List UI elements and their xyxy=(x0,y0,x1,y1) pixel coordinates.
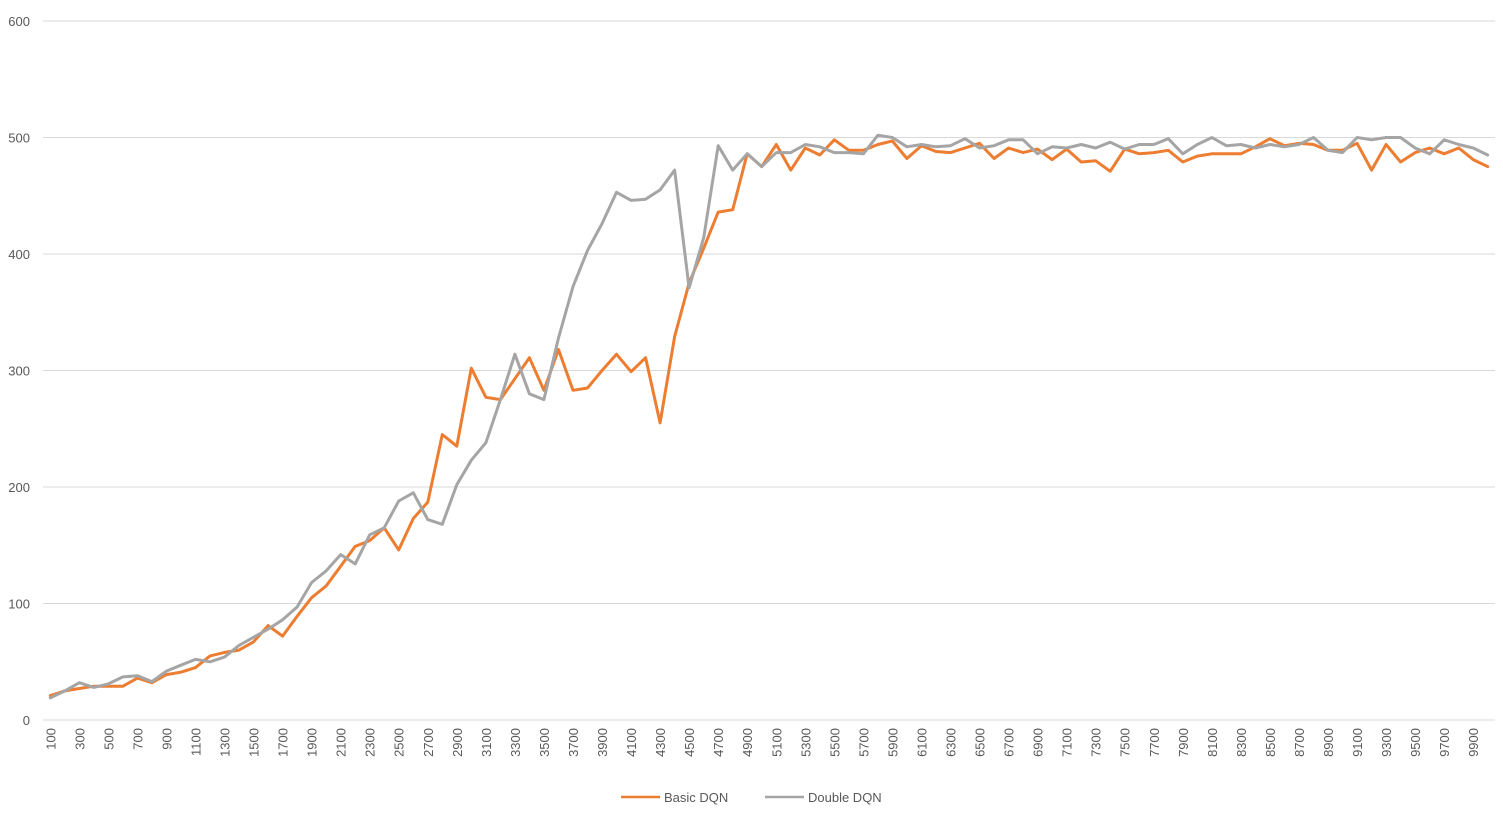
y-tick-label: 100 xyxy=(8,597,30,612)
legend-label-basic-dqn: Basic DQN xyxy=(664,790,728,805)
x-tick-label: 2700 xyxy=(421,728,436,757)
legend-label-double-dqn: Double DQN xyxy=(808,790,882,805)
x-tick-label: 7500 xyxy=(1118,728,1133,757)
x-tick-label: 9300 xyxy=(1379,728,1394,757)
x-tick-label: 4700 xyxy=(711,728,726,757)
x-tick-label: 900 xyxy=(159,728,174,750)
legend-item-double-dqn: Double DQN xyxy=(765,790,882,805)
x-tick-label: 300 xyxy=(72,728,87,750)
x-tick-label: 7300 xyxy=(1089,728,1104,757)
x-tick-label: 3300 xyxy=(508,728,523,757)
x-tick-label: 6100 xyxy=(914,728,929,757)
x-tick-label: 4300 xyxy=(653,728,668,757)
y-tick-label: 300 xyxy=(8,364,30,379)
x-tick-label: 6300 xyxy=(944,728,959,757)
x-tick-label: 4900 xyxy=(740,728,755,757)
x-tick-label: 5100 xyxy=(769,728,784,757)
x-tick-label: 8300 xyxy=(1234,728,1249,757)
x-tick-label: 4100 xyxy=(624,728,639,757)
x-tick-label: 8900 xyxy=(1321,728,1336,757)
x-tick-label: 9100 xyxy=(1350,728,1365,757)
x-tick-label: 100 xyxy=(43,728,58,750)
x-tick-label: 5300 xyxy=(798,728,813,757)
y-axis-ticks: 0 100 200 300 400 500 600 xyxy=(8,14,30,728)
legend: Basic DQN Double DQN xyxy=(621,790,882,805)
x-tick-label: 6500 xyxy=(973,728,988,757)
x-tick-label: 9500 xyxy=(1408,728,1423,757)
gridlines xyxy=(43,20,1495,604)
x-tick-label: 2300 xyxy=(363,728,378,757)
x-tick-label: 3100 xyxy=(479,728,494,757)
series-lines xyxy=(48,133,1490,700)
x-tick-label: 8500 xyxy=(1263,728,1278,757)
x-tick-label: 500 xyxy=(101,728,116,750)
y-tick-label: 400 xyxy=(8,247,30,262)
series-line-basic-dqn xyxy=(48,137,1490,697)
x-tick-label: 2500 xyxy=(392,728,407,757)
x-tick-label: 2100 xyxy=(334,728,349,757)
x-tick-label: 7100 xyxy=(1060,728,1075,757)
x-tick-label: 1500 xyxy=(247,728,262,757)
x-tick-label: 1700 xyxy=(276,728,291,757)
x-tick-label: 8100 xyxy=(1205,728,1220,757)
x-tick-label: 9700 xyxy=(1437,728,1452,757)
y-tick-label: 0 xyxy=(23,713,30,728)
x-tick-label: 9900 xyxy=(1466,728,1481,757)
y-tick-label: 500 xyxy=(8,131,30,146)
x-tick-label: 7700 xyxy=(1147,728,1162,757)
x-tick-label: 3500 xyxy=(537,728,552,757)
x-tick-label: 5900 xyxy=(885,728,900,757)
x-tick-label: 5500 xyxy=(827,728,842,757)
x-tick-label: 6700 xyxy=(1002,728,1017,757)
x-tick-label: 1100 xyxy=(188,728,203,756)
x-tick-label: 1900 xyxy=(305,728,320,757)
series-line-double-dqn xyxy=(48,133,1490,700)
x-tick-label: 3900 xyxy=(595,728,610,757)
x-tick-label: 3700 xyxy=(566,728,581,757)
x-tick-label: 1300 xyxy=(218,728,233,757)
x-tick-label: 8700 xyxy=(1292,728,1307,757)
x-axis-ticks: 100 300 500 700 900 1100 1300 1500 1700 1900 2100 2… xyxy=(43,728,1481,757)
x-tick-label: 2900 xyxy=(450,728,465,757)
x-tick-label: 700 xyxy=(130,728,145,750)
legend-item-basic-dqn: Basic DQN xyxy=(621,790,728,805)
y-tick-label: 600 xyxy=(8,14,30,29)
x-tick-label: 4500 xyxy=(682,728,697,757)
x-tick-label: 5700 xyxy=(856,728,871,757)
x-tick-label: 6900 xyxy=(1031,728,1046,757)
x-tick-label: 7900 xyxy=(1176,728,1191,757)
y-tick-label: 200 xyxy=(8,480,30,495)
